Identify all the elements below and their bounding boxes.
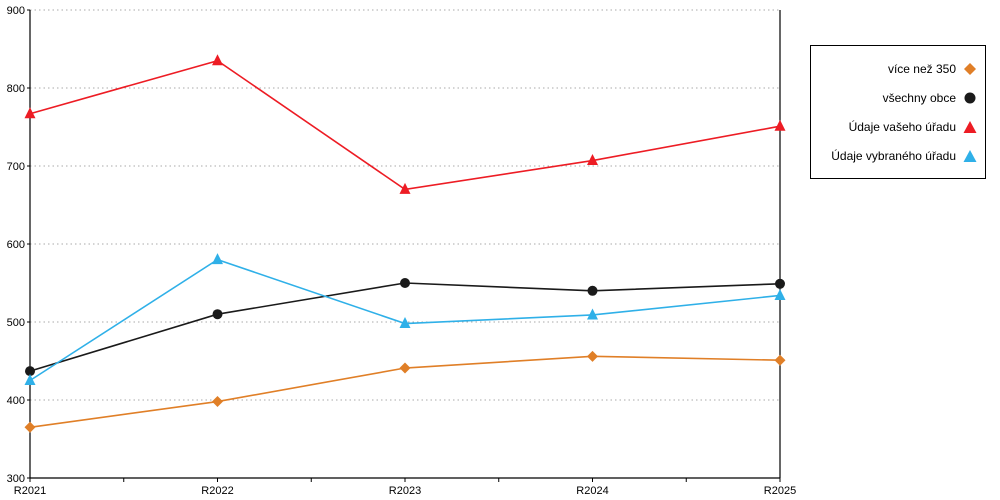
data-point-triangle <box>399 182 411 194</box>
legend-item: Údaje vašeho úřadu <box>819 112 977 141</box>
x-tick-label: R2024 <box>576 485 608 497</box>
data-point-diamond <box>774 354 786 366</box>
data-point-diamond <box>587 350 598 362</box>
legend-label: více než 350 <box>887 61 956 76</box>
data-point-triangle <box>399 317 411 329</box>
diamond-marker-icon <box>964 62 976 75</box>
y-tick-label: 900 <box>7 5 25 17</box>
triangle-marker-icon <box>963 120 977 133</box>
data-point-diamond <box>212 396 223 408</box>
y-tick-label: 600 <box>7 239 25 251</box>
data-point-circle <box>400 278 410 288</box>
y-tick-label: 500 <box>7 317 25 329</box>
y-tick-label: 800 <box>7 83 25 95</box>
legend-item: Údaje vybraného úřadu <box>819 141 977 170</box>
data-point-triangle <box>774 119 786 131</box>
series-line <box>29 59 781 191</box>
data-point-triangle <box>212 54 223 66</box>
y-tick-label: 700 <box>7 161 25 173</box>
legend-label: všechny obce <box>882 90 956 105</box>
y-tick-label: 400 <box>7 395 25 407</box>
legend-item: více než 350 <box>819 54 977 83</box>
x-tick-label: R2021 <box>14 485 46 497</box>
data-point-triangle <box>24 374 36 385</box>
legend-label: Údaje vybraného úřadu <box>831 148 956 163</box>
legend-item: všechny obce <box>819 83 977 112</box>
data-point-circle <box>775 278 785 289</box>
legend-label: Údaje vašeho úřadu <box>848 119 956 134</box>
x-tick-label: R2025 <box>764 485 796 497</box>
data-point-diamond <box>24 421 36 433</box>
circle-marker-icon <box>964 92 976 103</box>
data-point-diamond <box>399 362 411 374</box>
data-point-circle <box>212 309 223 320</box>
data-point-circle <box>25 366 35 377</box>
data-point-triangle <box>24 107 36 119</box>
x-tick-label: R2022 <box>201 485 233 497</box>
triangle-marker-icon <box>963 149 977 162</box>
data-point-circle <box>587 285 598 296</box>
x-tick-label: R2023 <box>389 485 421 497</box>
y-tick-label: 300 <box>7 473 25 485</box>
data-point-triangle <box>212 253 223 265</box>
data-point-triangle <box>587 154 598 166</box>
data-point-triangle <box>587 308 598 320</box>
legend: více než 350 všechny obce Údaje vašeho úřa… <box>810 45 986 179</box>
data-point-triangle <box>774 288 786 300</box>
